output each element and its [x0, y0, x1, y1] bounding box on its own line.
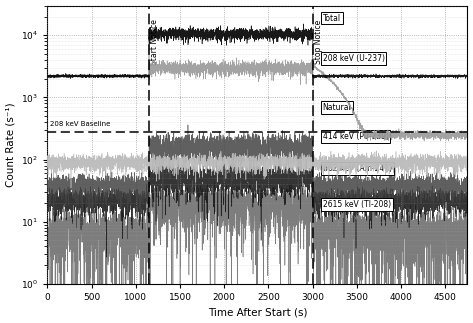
Text: Stop Notice: Stop Notice [314, 19, 323, 64]
Text: 414 keV (Pu-239): 414 keV (Pu-239) [323, 132, 388, 141]
Text: 662 keV (Am-241): 662 keV (Am-241) [323, 164, 392, 173]
Text: Start Notice: Start Notice [150, 19, 159, 65]
X-axis label: Time After Start (s): Time After Start (s) [208, 307, 307, 318]
Y-axis label: Count Rate (s⁻¹): Count Rate (s⁻¹) [6, 102, 16, 187]
Text: 2615 keV (Tl-208): 2615 keV (Tl-208) [323, 200, 391, 209]
Text: Natural: Natural [323, 103, 351, 112]
Text: Total: Total [323, 14, 341, 23]
Text: 208 keV (U-237): 208 keV (U-237) [323, 54, 385, 63]
Text: 208 keV Baseline: 208 keV Baseline [50, 121, 110, 127]
